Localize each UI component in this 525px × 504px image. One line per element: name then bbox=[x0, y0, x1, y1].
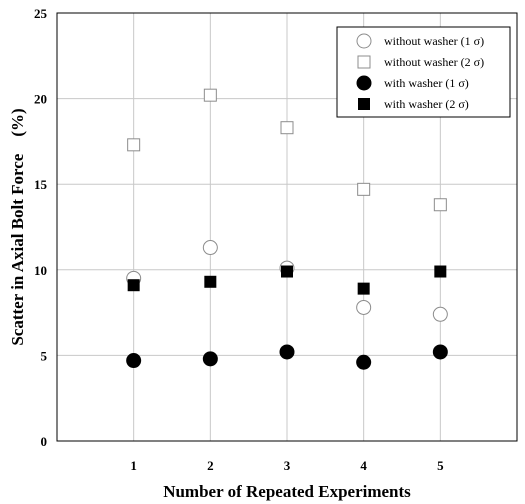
y-tick-label: 25 bbox=[34, 6, 48, 21]
x-tick-label: 5 bbox=[437, 458, 444, 473]
legend-entry-label: without washer (1 σ) bbox=[384, 34, 484, 48]
legend-marker bbox=[356, 75, 372, 91]
legend-entry-label: with washer (1 σ) bbox=[384, 76, 469, 90]
x-axis-label: Number of Repeated Experiments bbox=[163, 482, 411, 501]
data-point-circle-filled bbox=[356, 354, 372, 370]
legend-marker bbox=[356, 33, 372, 49]
data-point-square-open bbox=[357, 182, 371, 196]
x-tick-label: 2 bbox=[207, 458, 214, 473]
data-point-square-filled bbox=[434, 265, 447, 278]
y-tick-label: 0 bbox=[41, 434, 48, 449]
data-point-circle-filled bbox=[279, 344, 295, 360]
grid-lines bbox=[57, 13, 517, 441]
data-point-square-open bbox=[203, 88, 217, 102]
y-tick-label: 15 bbox=[34, 177, 48, 192]
legend: without washer (1 σ) without washer (2 σ)… bbox=[336, 26, 511, 118]
data-point-square-filled bbox=[281, 265, 293, 278]
data-point-square-open bbox=[280, 121, 294, 135]
legend-entry-label: with washer (2 σ) bbox=[384, 97, 469, 111]
y-tick-label: 10 bbox=[34, 263, 47, 278]
data-marks bbox=[126, 88, 448, 370]
data-point-circle-filled bbox=[202, 351, 218, 367]
y-axis-label: Scatter in Axial Bolt Force (%) bbox=[8, 108, 27, 345]
data-point-circle-filled bbox=[432, 344, 448, 360]
x-tick-label: 3 bbox=[284, 458, 291, 473]
y-tick-label: 5 bbox=[41, 348, 48, 363]
data-point-circle-filled bbox=[126, 353, 142, 369]
data-point-circle-open bbox=[202, 240, 218, 256]
data-point-square-open bbox=[433, 198, 447, 212]
x-axis-ticks: 1 2 3 4 5 bbox=[130, 458, 444, 473]
data-point-square-filled bbox=[127, 279, 140, 292]
x-tick-label: 1 bbox=[130, 458, 137, 473]
x-tick-label: 4 bbox=[360, 458, 367, 473]
data-point-square-filled bbox=[357, 282, 370, 295]
data-point-square-open bbox=[127, 138, 141, 152]
legend-entry-label: without washer (2 σ) bbox=[384, 55, 484, 69]
legend-marker bbox=[357, 55, 371, 69]
plot-area-frame bbox=[56, 12, 518, 442]
data-point-square-filled bbox=[204, 275, 217, 288]
data-point-circle-open bbox=[432, 306, 448, 322]
legend-marker bbox=[358, 98, 370, 110]
y-axis-ticks: 0 5 10 15 20 25 bbox=[34, 6, 48, 449]
data-point-circle-open bbox=[356, 299, 372, 315]
y-tick-label: 20 bbox=[34, 92, 47, 107]
